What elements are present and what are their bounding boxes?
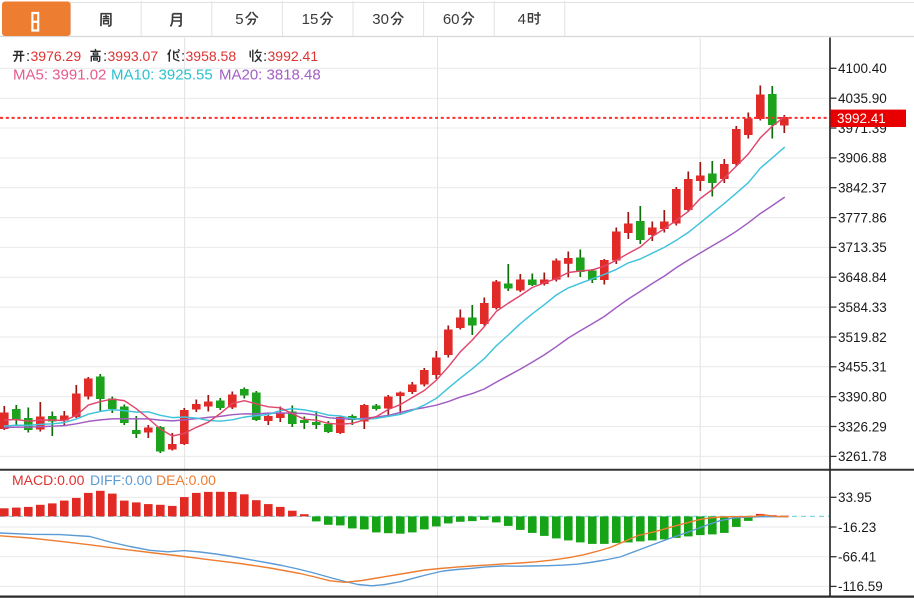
svg-text:3777.86: 3777.86 (838, 210, 887, 225)
svg-text:15: 15 (302, 11, 319, 28)
svg-text:3455.31: 3455.31 (838, 360, 887, 375)
svg-text:3993.07: 3993.07 (108, 48, 159, 64)
svg-text::: : (263, 48, 267, 65)
svg-text:3390.80: 3390.80 (838, 390, 887, 405)
svg-text:60: 60 (443, 11, 460, 28)
svg-text:MA5: 3991.02: MA5: 3991.02 (13, 66, 106, 83)
svg-text::: : (181, 48, 185, 65)
svg-text:33.95: 33.95 (838, 490, 872, 505)
svg-text:DEA:0.00: DEA:0.00 (156, 472, 216, 488)
svg-text:DIFF:0.00: DIFF:0.00 (90, 472, 152, 488)
svg-text::: : (103, 48, 107, 65)
svg-text:MA20: 3818.48: MA20: 3818.48 (219, 66, 321, 83)
svg-text:4: 4 (518, 11, 526, 28)
svg-text:30: 30 (372, 11, 389, 28)
svg-text:3584.33: 3584.33 (838, 300, 887, 315)
svg-text:-66.41: -66.41 (838, 550, 876, 565)
svg-text:3842.37: 3842.37 (838, 181, 887, 196)
svg-text:3713.35: 3713.35 (838, 240, 887, 255)
svg-text:MACD:0.00: MACD:0.00 (12, 472, 85, 488)
svg-text:4035.90: 4035.90 (838, 91, 887, 106)
svg-text:3958.58: 3958.58 (186, 48, 237, 64)
svg-text:3906.88: 3906.88 (838, 151, 887, 166)
svg-text:3326.29: 3326.29 (838, 419, 887, 434)
svg-text:4100.40: 4100.40 (838, 61, 887, 76)
svg-text:3519.82: 3519.82 (838, 330, 887, 345)
svg-text:-16.23: -16.23 (838, 520, 876, 535)
svg-text:5: 5 (235, 11, 243, 28)
svg-text:-116.59: -116.59 (838, 579, 883, 594)
svg-text:3261.78: 3261.78 (838, 449, 887, 464)
svg-text:3992.41: 3992.41 (837, 111, 886, 126)
svg-text:3992.41: 3992.41 (268, 48, 319, 64)
svg-text::: : (26, 48, 30, 65)
svg-text:3976.29: 3976.29 (31, 48, 82, 64)
svg-text:MA10: 3925.55: MA10: 3925.55 (111, 66, 213, 83)
svg-text:3648.84: 3648.84 (838, 270, 887, 285)
